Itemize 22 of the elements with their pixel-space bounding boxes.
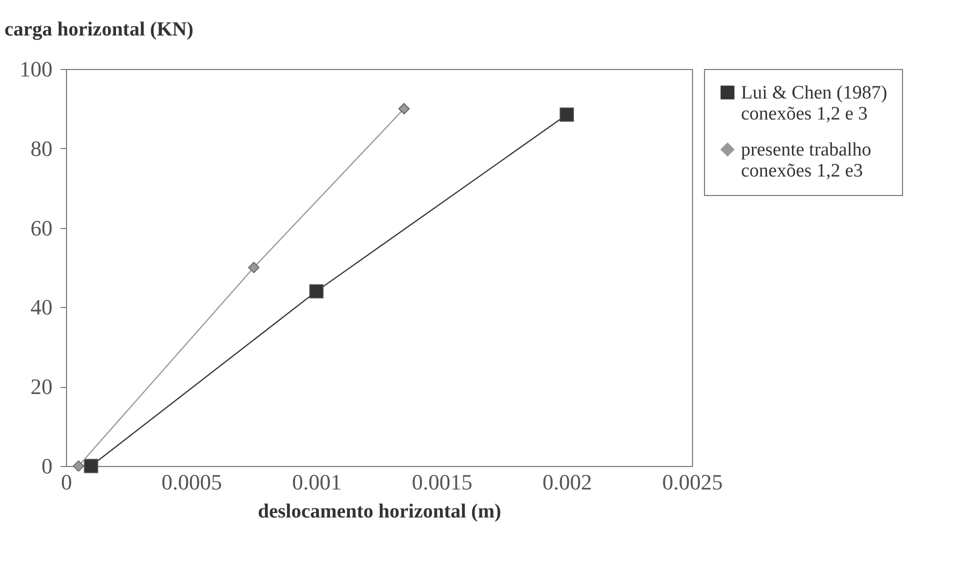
point [72,460,84,472]
point [398,103,410,114]
x-tick-label: 0 [61,470,72,494]
point [248,262,260,274]
y-tick-label: 80 [30,136,52,161]
x-tick-label: 0.002 [542,470,592,494]
x-tick-label: 0.0005 [161,470,222,494]
y-tick-label: 60 [30,215,52,240]
y-tick-label: 0 [42,454,52,478]
y-axis-title: carga horizontal (KN) [4,18,194,40]
x-axis-title: deslocamento horizontal (m) [258,500,502,522]
legend-label: presente trabalho conexões 1,2 e3 [741,140,872,182]
y-tick-label: 20 [30,374,52,400]
legend-label: Lui & Chen (1987) conexões 1,2 e 3 [741,82,888,124]
point [309,284,324,298]
x-tick-label: 0.001 [292,470,342,494]
x-tick-label: 0.0015 [412,470,472,494]
x-tick-label: 0.0025 [662,470,723,494]
y-tick-label: 100 [20,56,52,82]
y-tick-label: 40 [30,294,52,320]
point [84,458,98,474]
point [560,108,574,122]
